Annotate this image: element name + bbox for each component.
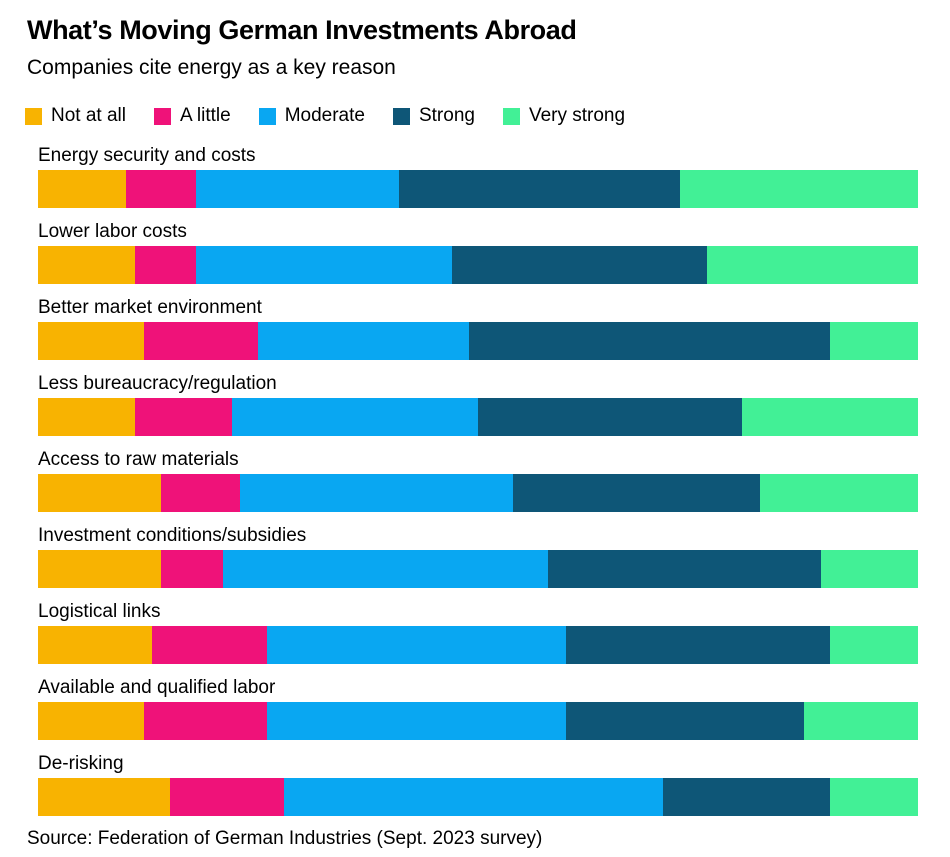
category-label: Energy security and costs (38, 145, 256, 167)
chart-row: Logistical links (38, 600, 918, 665)
bar-segment (38, 778, 170, 817)
bar-segment (266, 702, 566, 741)
legend-swatch (153, 107, 171, 125)
bar-segment (143, 702, 267, 741)
chart-row: Investment conditions/subsidies (38, 524, 918, 589)
bar-segment (134, 398, 232, 437)
bar-segment (513, 474, 760, 513)
legend-label: Strong (418, 105, 475, 127)
category-label: De-risking (38, 753, 124, 775)
legend-item: Moderate (258, 105, 365, 127)
bar-segment (38, 322, 144, 361)
legend-item: Strong (392, 105, 475, 127)
chart-subtitle: Companies cite energy as a key reason (27, 56, 396, 80)
bar-segment (284, 778, 663, 817)
bar-segment (126, 170, 197, 209)
stacked-bar (38, 322, 918, 361)
category-label: Logistical links (38, 601, 161, 623)
stacked-bar (38, 778, 918, 817)
bar-segment (240, 474, 514, 513)
bar-segment (451, 246, 707, 285)
bar-segment (196, 246, 452, 285)
bar-segment (565, 702, 804, 741)
bar-segment (38, 170, 126, 209)
stacked-bar (38, 246, 918, 285)
bar-segment (680, 170, 918, 209)
bar-segment (829, 322, 918, 361)
chart-row: Less bureaucracy/regulation (38, 372, 918, 437)
category-label: Less bureaucracy/regulation (38, 373, 277, 395)
stacked-bar (38, 474, 918, 513)
bar-segment (38, 474, 162, 513)
chart-title: What’s Moving German Investments Abroad (27, 15, 577, 45)
stacked-bar (38, 170, 918, 209)
bar-segment (231, 398, 478, 437)
category-label: Better market environment (38, 297, 262, 319)
bar-segment (759, 474, 918, 513)
bar-segment (38, 702, 144, 741)
bar-segment (829, 626, 918, 665)
legend-label: A little (179, 105, 231, 127)
bar-segment (398, 170, 681, 209)
bar-segment (662, 778, 830, 817)
legend-item: A little (153, 105, 231, 127)
chart-header: What’s Moving German Investments Abroad … (0, 0, 950, 80)
bar-segment (741, 398, 918, 437)
bar-segment (161, 550, 223, 589)
bar-segment (548, 550, 822, 589)
bar-segment (38, 398, 135, 437)
legend-label: Not at all (51, 105, 126, 127)
bar-segment (706, 246, 918, 285)
stacked-bar (38, 550, 918, 589)
bar-segment (196, 170, 399, 209)
bar-segment (161, 474, 241, 513)
chart-row: Better market environment (38, 296, 918, 361)
bar-segment (565, 626, 830, 665)
bar-segment (143, 322, 258, 361)
source-note: Source: Federation of German Industries … (27, 828, 543, 850)
stacked-bar-chart: Energy security and costs Lower labor cos… (38, 144, 918, 817)
bar-segment (469, 322, 830, 361)
chart-row: Available and qualified labor (38, 676, 918, 741)
stacked-bar (38, 702, 918, 741)
legend-item: Very strong (502, 105, 626, 127)
bar-segment (829, 778, 918, 817)
bar-segment (803, 702, 918, 741)
category-label: Investment conditions/subsidies (38, 525, 307, 547)
chart-row: Energy security and costs (38, 144, 918, 209)
legend-swatch (25, 107, 42, 125)
bar-segment (257, 322, 470, 361)
bar-segment (821, 550, 918, 589)
bar-segment (134, 246, 197, 285)
bar-segment (38, 626, 153, 665)
legend: Not at all A little Moderate Strong Very str… (25, 105, 950, 127)
category-label: Lower labor costs (38, 221, 187, 243)
category-label: Access to raw materials (38, 449, 239, 471)
bar-segment (222, 550, 549, 589)
chart-row: Access to raw materials (38, 448, 918, 513)
bar-segment (170, 778, 285, 817)
bar-segment (38, 550, 162, 589)
legend-item: Not at all (25, 105, 126, 127)
legend-swatch (392, 107, 410, 125)
category-label: Available and qualified labor (38, 677, 276, 699)
bar-segment (152, 626, 267, 665)
bar-segment (477, 398, 742, 437)
legend-label: Very strong (528, 105, 626, 127)
chart-row: Lower labor costs (38, 220, 918, 285)
chart-row: De-risking (38, 752, 918, 817)
legend-label: Moderate (284, 105, 365, 127)
stacked-bar (38, 398, 918, 437)
bar-segment (266, 626, 566, 665)
legend-swatch (258, 107, 276, 125)
bar-segment (38, 246, 135, 285)
stacked-bar (38, 626, 918, 665)
legend-swatch (502, 107, 520, 125)
